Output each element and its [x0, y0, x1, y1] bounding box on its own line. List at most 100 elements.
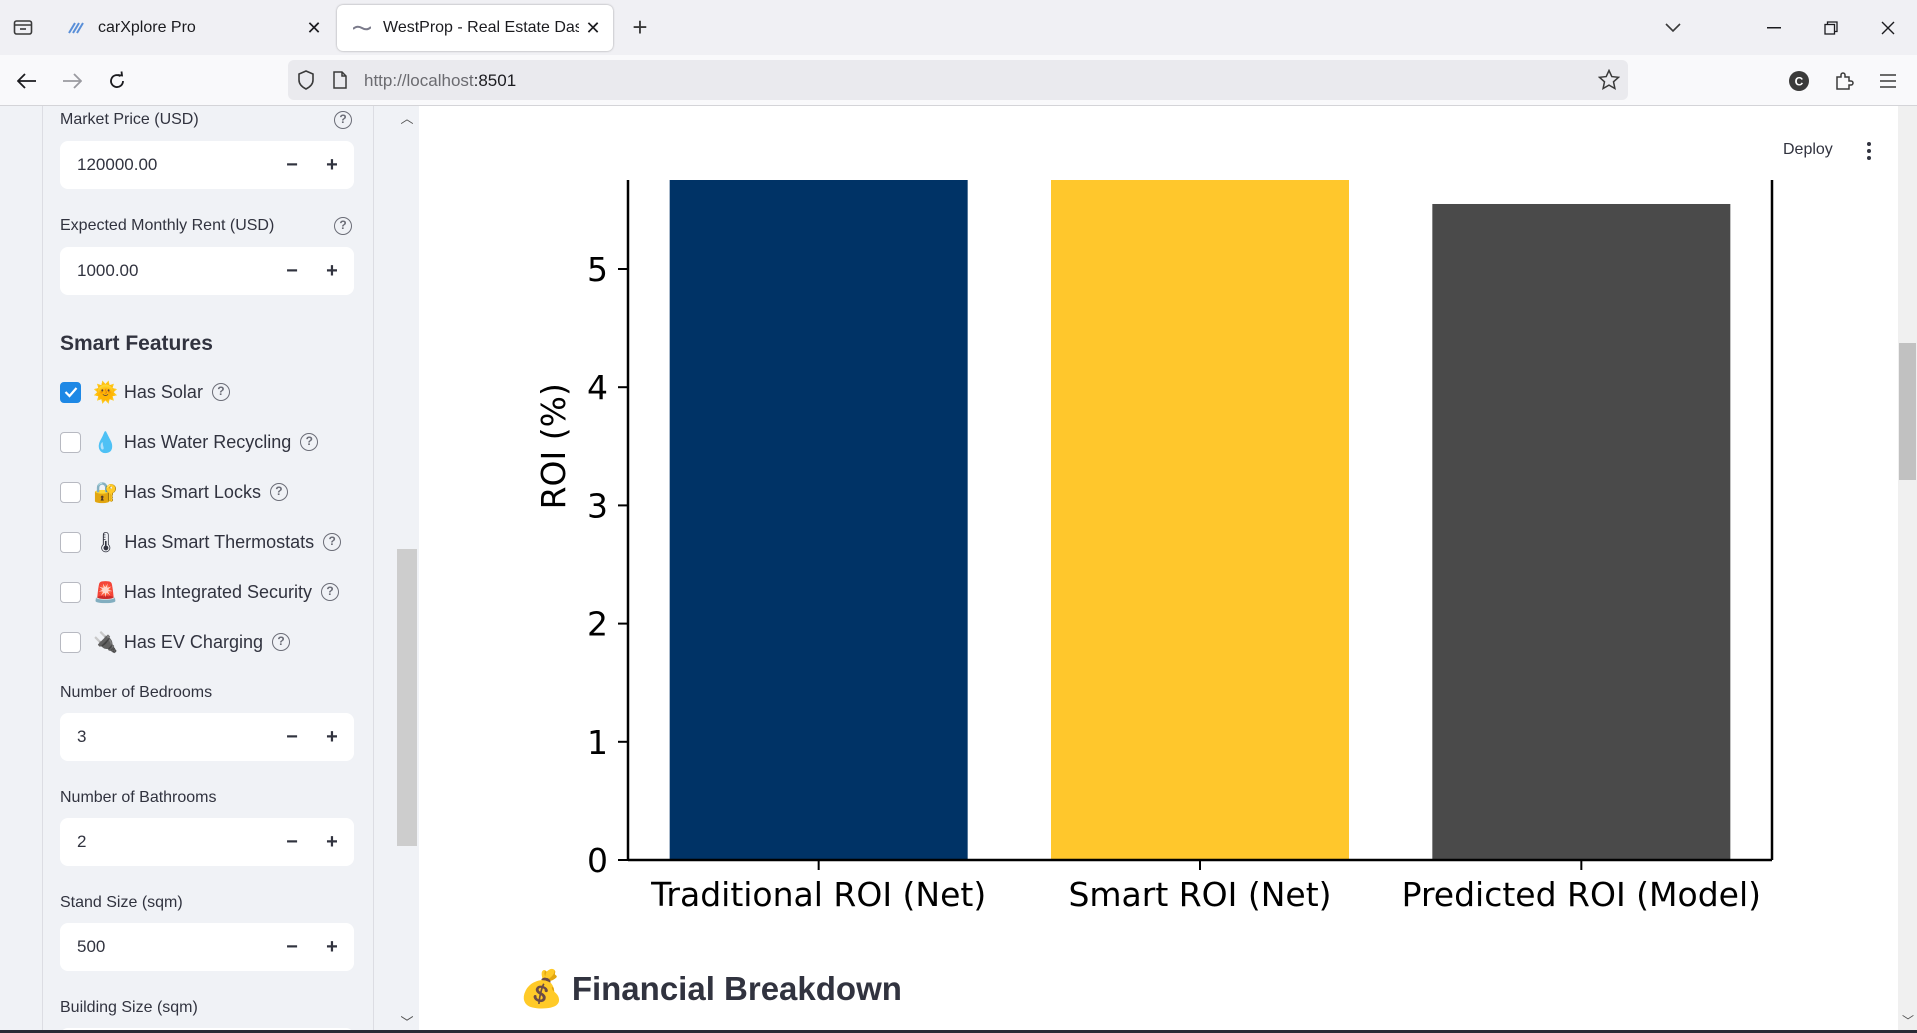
url-text[interactable]: http://localhost:8501: [364, 71, 517, 90]
checkbox-has-smart-thermostats[interactable]: 🌡 Has Smart Thermostats ?: [60, 528, 342, 556]
browser-nav-bar: http://localhost:8501 C: [0, 55, 1917, 106]
back-arrow-icon[interactable]: [12, 66, 42, 96]
checkbox[interactable]: [60, 381, 81, 403]
tab-overflow-chevron-icon[interactable]: [1657, 12, 1689, 44]
bar-2: [1432, 203, 1731, 861]
tab-title: carXplore Pro: [98, 19, 196, 36]
plug-emoji-icon: 🔌: [93, 630, 118, 654]
monthly-rent-value[interactable]: 1000.00: [77, 261, 139, 280]
checkbox-label[interactable]: Has EV Charging: [123, 631, 263, 652]
roi-bar-chart: Traditional ROI (Net) Smart ROI (Net) Pred…: [534, 180, 1774, 914]
increment-button[interactable]: +: [326, 260, 338, 282]
checkbox[interactable]: [60, 481, 81, 503]
help-icon[interactable]: ?: [269, 483, 288, 501]
bar-1: [1051, 180, 1349, 860]
decrement-button[interactable]: −: [286, 154, 298, 176]
roi-chart-card: Traditional ROI (Net) Smart ROI (Net) Pred…: [517, 180, 1797, 936]
water-drop-emoji-icon: 💧: [93, 430, 118, 454]
help-icon[interactable]: ?: [300, 433, 319, 451]
app-menu-icon[interactable]: [1873, 66, 1903, 96]
decrement-button[interactable]: −: [286, 831, 298, 853]
increment-button[interactable]: +: [326, 154, 338, 176]
reload-icon[interactable]: [102, 66, 132, 96]
sidebar-left-strip: [0, 106, 43, 1033]
checkbox[interactable]: [60, 431, 81, 453]
x-tick-label-1: Smart ROI (Net): [1068, 875, 1331, 914]
url-bar[interactable]: http://localhost:8501: [288, 60, 1628, 100]
market-price-label: Market Price (USD): [60, 111, 199, 128]
restore-window-icon[interactable]: [1815, 12, 1847, 44]
monthly-rent-input[interactable]: 1000.00 − +: [60, 247, 354, 295]
tab-list-icon[interactable]: [8, 12, 38, 42]
lock-key-emoji-icon: 🔐: [93, 480, 118, 504]
close-tab-icon[interactable]: ✕: [306, 17, 322, 38]
help-icon[interactable]: ?: [334, 111, 352, 129]
checkbox[interactable]: [60, 631, 81, 653]
bathrooms-input[interactable]: 2 − +: [60, 818, 354, 866]
help-icon[interactable]: ?: [334, 217, 352, 235]
main-scrollbar-thumb[interactable]: [1899, 343, 1916, 480]
stand-size-value[interactable]: 500: [77, 937, 106, 956]
tab-carxplore[interactable]: carXplore Pro ✕: [52, 5, 334, 51]
checkbox-label[interactable]: Has Solar: [123, 381, 203, 402]
checkbox-has-smart-locks[interactable]: 🔐 Has Smart Locks ?: [60, 478, 288, 506]
bathrooms-value[interactable]: 2: [77, 832, 87, 851]
decrement-button[interactable]: −: [286, 260, 298, 282]
increment-button[interactable]: +: [326, 726, 338, 748]
help-icon[interactable]: ?: [323, 533, 342, 551]
close-window-icon[interactable]: [1872, 12, 1904, 44]
account-c-icon[interactable]: C: [1784, 66, 1814, 96]
sidebar: ︿ ﹀ Market Price (USD) ? 120000.00 − + E…: [0, 106, 419, 1033]
help-icon[interactable]: ?: [271, 633, 290, 651]
main-menu-kebab-icon[interactable]: [1865, 140, 1873, 162]
market-price-value[interactable]: 120000.00: [77, 155, 158, 174]
deploy-button[interactable]: Deploy: [1783, 141, 1833, 158]
market-price-input[interactable]: 120000.00 − +: [60, 141, 354, 189]
checkbox-has-water-recycling[interactable]: 💧 Has Water Recycling ?: [60, 428, 319, 456]
checkbox-label[interactable]: Has Smart Locks: [123, 481, 261, 502]
stand-size-input[interactable]: 500 − +: [60, 923, 354, 971]
y-axis-label: ROI (%): [534, 383, 573, 509]
scroll-down-arrow-icon[interactable]: ﹀: [1901, 1014, 1914, 1028]
bathrooms-label: Number of Bathrooms: [60, 789, 217, 806]
y-tick-label-1: 1: [587, 723, 608, 762]
increment-button[interactable]: +: [326, 831, 338, 853]
forward-arrow-icon[interactable]: [57, 66, 87, 96]
checkbox-has-solar[interactable]: 🌞 Has Solar ?: [60, 378, 230, 406]
taskbar-edge: [0, 1030, 1917, 1033]
checkbox[interactable]: [60, 531, 81, 553]
checkbox-label[interactable]: Has Water Recycling: [123, 431, 292, 452]
help-icon[interactable]: ?: [211, 383, 230, 401]
new-tab-button[interactable]: +: [632, 12, 648, 42]
checkbox-label[interactable]: Has Smart Thermostats: [124, 531, 315, 552]
checkbox-has-integrated-security[interactable]: 🚨 Has Integrated Security ?: [60, 578, 340, 606]
page-icon[interactable]: [329, 69, 351, 91]
tab-westprop[interactable]: WestProp - Real Estate Dashboa ✕: [337, 5, 613, 51]
checkbox-label[interactable]: Has Integrated Security: [123, 581, 313, 602]
x-tick-label-0: Traditional ROI (Net): [650, 875, 986, 914]
scroll-down-arrow-icon[interactable]: ﹀: [400, 1015, 414, 1030]
increment-button[interactable]: +: [326, 936, 338, 958]
sidebar-scrollbar-thumb[interactable]: [397, 549, 417, 846]
x-tick-label-2: Predicted ROI (Model): [1402, 875, 1761, 914]
decrement-button[interactable]: −: [286, 726, 298, 748]
checkbox-has-ev-charging[interactable]: 🔌 Has EV Charging ?: [60, 628, 290, 656]
decrement-button[interactable]: −: [286, 936, 298, 958]
thermometer-emoji-icon: 🌡: [93, 530, 119, 554]
checkbox[interactable]: [60, 581, 81, 603]
close-tab-icon[interactable]: ✕: [585, 17, 601, 38]
bookmark-star-icon[interactable]: [1598, 69, 1620, 91]
building-size-label: Building Size (sqm): [60, 999, 198, 1016]
scroll-up-arrow-icon[interactable]: ︿: [400, 111, 414, 126]
smart-features-heading: Smart Features: [60, 332, 213, 355]
help-icon[interactable]: ?: [321, 583, 340, 601]
bedrooms-value[interactable]: 3: [77, 727, 87, 746]
minimize-window-icon[interactable]: [1758, 12, 1790, 44]
extensions-icon[interactable]: [1829, 66, 1859, 96]
main-scrollbar[interactable]: [1898, 106, 1917, 1033]
monthly-rent-label: Expected Monthly Rent (USD): [60, 217, 275, 234]
shield-icon[interactable]: [295, 69, 317, 91]
bedrooms-input[interactable]: 3 − +: [60, 713, 354, 761]
sun-emoji-icon: 🌞: [93, 380, 118, 404]
bar-0: [669, 180, 968, 860]
